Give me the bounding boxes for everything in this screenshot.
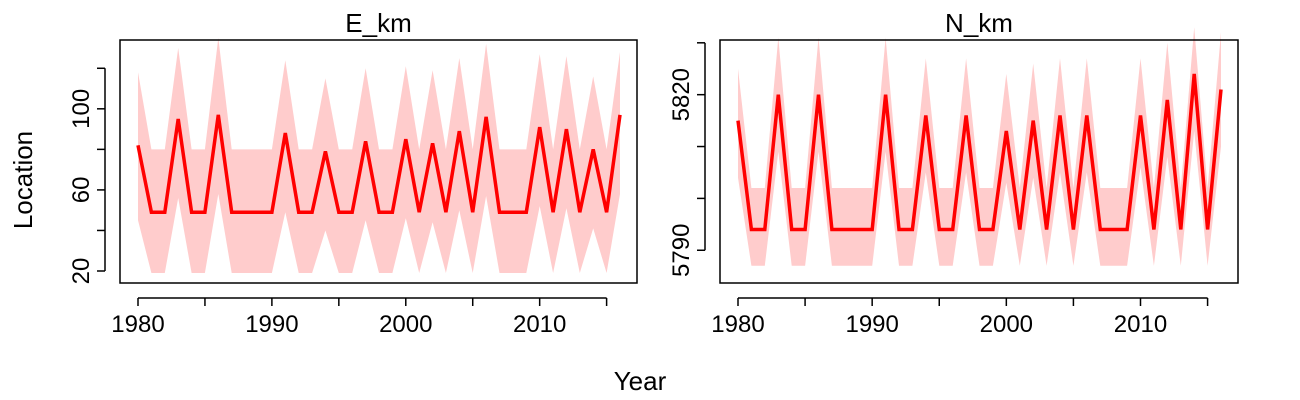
y-tick-label-1: 100 bbox=[68, 89, 95, 129]
x-tick-label-2: 2010 bbox=[1114, 311, 1167, 338]
panel-title-1: E_km bbox=[345, 8, 411, 38]
confidence-band-1 bbox=[138, 37, 620, 274]
y-tick-label-2: 5820 bbox=[668, 68, 695, 121]
confidence-band-2 bbox=[738, 27, 1221, 266]
x-axis-title: Year bbox=[614, 366, 667, 396]
x-tick-label-1: 1980 bbox=[111, 311, 164, 338]
panel-title-2: N_km bbox=[945, 8, 1013, 38]
estimate-line-1 bbox=[136, 114, 622, 214]
plot-frame-1 bbox=[119, 39, 638, 284]
x-tick-label-1: 1990 bbox=[245, 311, 298, 338]
plot-frame-2 bbox=[719, 39, 1239, 284]
estimate-line-2 bbox=[736, 73, 1223, 232]
y-tick-label-1: 60 bbox=[68, 177, 95, 204]
y-tick-label-1: 20 bbox=[68, 258, 95, 285]
x-tick-label-1: 2000 bbox=[379, 311, 432, 338]
y-tick-label-2: 5790 bbox=[668, 224, 695, 277]
y-axis-title: Location bbox=[8, 131, 38, 229]
x-tick-label-1: 2010 bbox=[513, 311, 566, 338]
x-tick-label-2: 1990 bbox=[845, 311, 898, 338]
x-tick-label-2: 2000 bbox=[980, 311, 1033, 338]
x-tick-label-2: 1980 bbox=[711, 311, 764, 338]
